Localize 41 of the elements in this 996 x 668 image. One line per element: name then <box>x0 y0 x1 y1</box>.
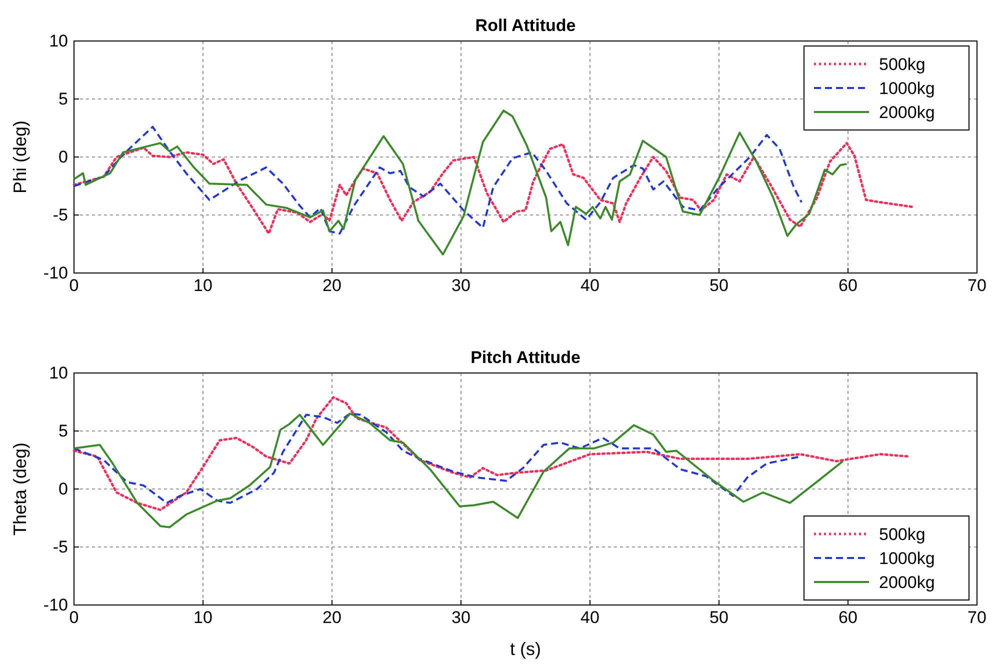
y-axis-title: Theta (deg) <box>10 442 30 536</box>
y-tick-label: -5 <box>52 537 68 556</box>
y-tick-label: 0 <box>58 147 68 166</box>
x-tick-label: 60 <box>838 276 858 296</box>
y-tick-label: -10 <box>43 263 68 282</box>
x-tick-label: 70 <box>968 608 986 628</box>
x-tick-label: 60 <box>838 608 858 628</box>
line-series <box>72 142 914 235</box>
x-tick-label: 30 <box>452 608 470 628</box>
y-tick-label: 5 <box>58 89 68 108</box>
x-tick-label: 10 <box>194 608 212 628</box>
legend-label: 500kg <box>879 525 926 544</box>
x-tick-label: 50 <box>710 608 728 628</box>
line-series <box>73 412 844 528</box>
y-axis-title: Phi (deg) <box>10 120 30 194</box>
x-tick-label: 20 <box>322 276 342 296</box>
x-tick-label: 10 <box>194 276 212 296</box>
legend-label: 500kg <box>879 55 926 74</box>
x-tick-label: 30 <box>452 276 470 296</box>
y-tick-label: 10 <box>49 363 68 382</box>
y-tick-label: -5 <box>52 205 68 224</box>
chart-title: Roll Attitude <box>475 16 576 35</box>
y-tick-label: -10 <box>43 595 68 614</box>
x-tick-label: 40 <box>580 276 600 296</box>
chart-title: Pitch Attitude <box>470 348 580 367</box>
x-tick-label: 40 <box>580 608 600 628</box>
x-tick-label: 50 <box>710 276 728 296</box>
x-tick-label: 20 <box>322 608 342 628</box>
legend-label: 2000kg <box>879 573 935 592</box>
x-tick-label: 70 <box>968 276 986 296</box>
y-tick-label: 10 <box>49 31 68 50</box>
line-series <box>73 412 802 504</box>
y-tick-label: 0 <box>58 479 68 498</box>
y-tick-label: 5 <box>58 421 68 440</box>
line-series <box>72 396 912 512</box>
x-axis-title: t (s) <box>510 639 541 659</box>
legend-label: 1000kg <box>879 549 935 568</box>
line-series <box>73 110 848 256</box>
legend-label: 1000kg <box>879 79 935 98</box>
legend-label: 2000kg <box>879 103 935 122</box>
line-series <box>73 126 803 235</box>
